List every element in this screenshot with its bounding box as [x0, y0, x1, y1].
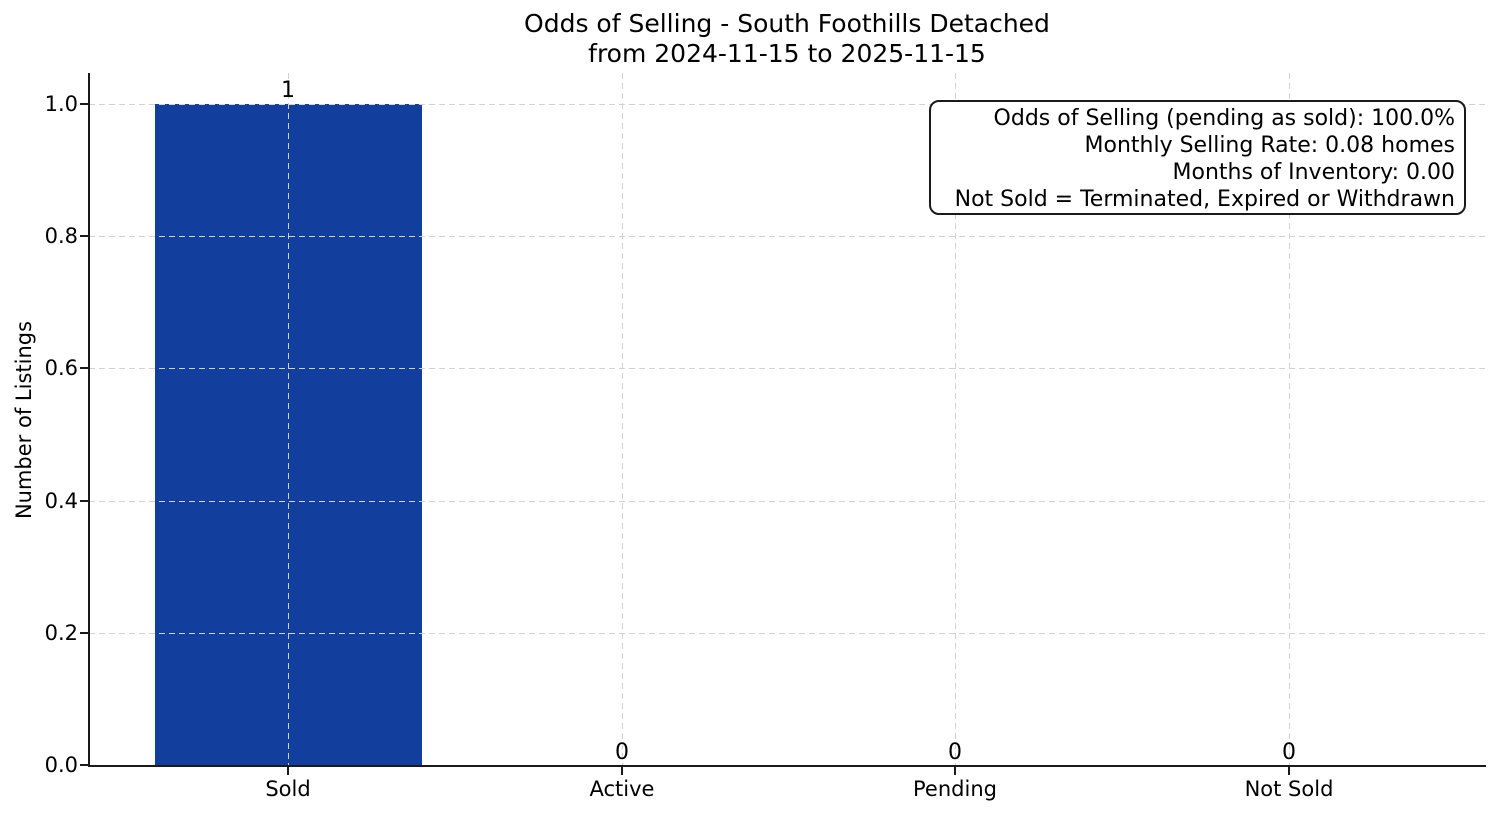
y-tick-label-0-8: 0.8 [44, 224, 78, 248]
gridline-y-0-4 [89, 501, 1486, 502]
gridline-x-sold [288, 73, 289, 765]
stats-annotation-box: Odds of Selling (pending as sold): 100.0… [929, 100, 1466, 215]
gridline-x-not-sold [1289, 73, 1290, 765]
chart-title-line2: from 2024-11-15 to 2025-11-15 [588, 39, 986, 68]
y-tick-0-6 [80, 367, 88, 369]
value-label-sold: 1 [281, 78, 295, 103]
stat-not-sold-definition: Not Sold = Terminated, Expired or Withdr… [954, 187, 1455, 212]
x-tick-label-pending: Pending [913, 777, 997, 801]
value-label-active: 0 [615, 740, 629, 765]
y-tick-label-0-0: 0.0 [44, 753, 78, 777]
y-tick-0-0 [80, 764, 88, 766]
x-tick-sold [287, 767, 289, 775]
x-tick-pending [954, 767, 956, 775]
y-tick-label-0-2: 0.2 [44, 621, 78, 645]
x-tick-label-not-sold: Not Sold [1244, 777, 1334, 801]
stat-months-of-inventory: Months of Inventory: 0.00 [1172, 160, 1455, 185]
gridline-y-1-0 [89, 104, 1486, 105]
x-tick-label-sold: Sold [265, 777, 311, 801]
x-tick-not-sold [1288, 767, 1290, 775]
x-axis-spine [88, 765, 1486, 767]
x-tick-active [621, 767, 623, 775]
y-tick-label-0-6: 0.6 [44, 356, 78, 380]
stat-odds-of-selling: Odds of Selling (pending as sold): 100.0… [993, 106, 1455, 131]
x-tick-label-active: Active [589, 777, 655, 801]
chart-title-line1: Odds of Selling - South Foothills Detach… [524, 9, 1050, 38]
gridline-x-pending [955, 73, 956, 765]
y-tick-0-8 [80, 235, 88, 237]
gridline-y-0-8 [89, 236, 1486, 237]
chart-title: Odds of Selling - South Foothills Detach… [88, 9, 1486, 69]
y-tick-0-2 [80, 632, 88, 634]
y-tick-label-0-4: 0.4 [44, 489, 78, 513]
stat-monthly-selling-rate: Monthly Selling Rate: 0.08 homes [1084, 133, 1455, 158]
value-label-not-sold: 0 [1282, 740, 1296, 765]
y-tick-0-4 [80, 500, 88, 502]
y-axis-spine [88, 73, 90, 767]
y-tick-label-1-0: 1.0 [44, 92, 78, 116]
gridline-x-active [622, 73, 623, 765]
gridline-y-0-6 [89, 368, 1486, 369]
y-tick-1-0 [80, 103, 88, 105]
gridline-y-0-2 [89, 633, 1486, 634]
value-label-pending: 0 [948, 740, 962, 765]
